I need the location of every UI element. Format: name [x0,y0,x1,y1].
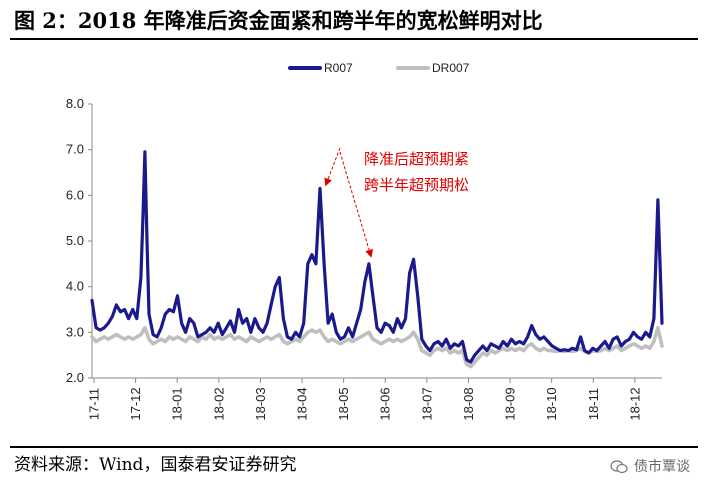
series-line-r007 [90,150,664,364]
x-tick-label: 18-05 [336,387,351,420]
annotation-loose: 跨半年超预期松 [364,176,469,194]
annotation-arrow-tight [324,147,341,187]
x-tick-label: 17-11 [87,388,102,420]
x-tick-label: 18-01 [170,387,185,420]
figure-title: 图 2：2018 年降准后资金面紧和跨半年的宽松鲜明对比 [14,8,543,33]
wechat-icon [610,460,628,474]
legend: R007 DR007 [288,61,470,75]
x-tick-label: 18-08 [461,387,476,420]
x-tick-label: 18-02 [211,387,226,420]
x-tick-label: 18-12 [627,387,642,420]
source-rule [10,446,698,448]
x-tick-label: 18-04 [295,387,310,420]
y-tick-label: 7.0 [66,142,84,157]
x-tick-label: 18-06 [378,387,393,420]
series-lines [90,150,664,369]
watermark: 债市覃谈 [610,456,690,478]
legend-label-r007: R007 [324,61,353,75]
y-tick-label: 2.0 [66,370,84,385]
legend-label-dr007: DR007 [432,61,470,75]
x-tick-label: 18-09 [503,387,518,420]
y-tick-label: 4.0 [66,279,84,294]
y-tick-label: 6.0 [66,187,84,202]
x-tick-label: 18-11 [586,388,601,420]
x-tick-label: 18-10 [544,387,559,420]
x-tick-label: 18-03 [253,387,268,420]
x-tick-label: 18-07 [419,387,434,420]
source-note: 资料来源：Wind，国泰君安证券研究 [14,455,297,475]
line-chart: R007 DR007 8.0 7.0 6.0 5.0 4.0 3.0 2.017-11 17-1… [66,61,664,421]
x-tick-label: 17-12 [128,387,143,420]
y-tick-label: 5.0 [66,233,84,248]
axes: 8.0 7.0 6.0 5.0 4.0 3.0 2.017-11 17-12 18-01 18-0… [66,96,662,421]
annotation-arrow-loose [339,151,373,258]
y-tick-label: 8.0 [66,96,84,111]
annotation-tight: 降准后超预期紧 [364,150,469,168]
y-tick-label: 3.0 [66,324,84,339]
watermark-text: 债市覃谈 [634,459,690,475]
title-rule [10,38,698,40]
